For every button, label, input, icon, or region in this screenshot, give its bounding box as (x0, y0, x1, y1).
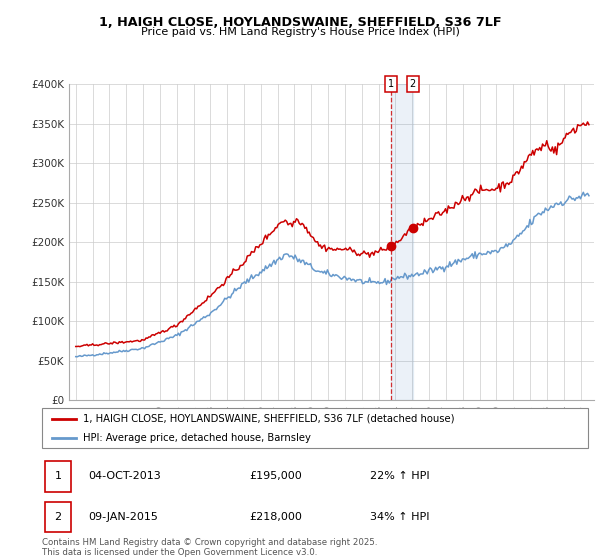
Text: Price paid vs. HM Land Registry's House Price Index (HPI): Price paid vs. HM Land Registry's House … (140, 27, 460, 37)
Text: 1, HAIGH CLOSE, HOYLANDSWAINE, SHEFFIELD, S36 7LF (detached house): 1, HAIGH CLOSE, HOYLANDSWAINE, SHEFFIELD… (83, 414, 454, 424)
Text: 2: 2 (54, 512, 61, 522)
Text: 09-JAN-2015: 09-JAN-2015 (88, 512, 158, 522)
Text: 1, HAIGH CLOSE, HOYLANDSWAINE, SHEFFIELD, S36 7LF: 1, HAIGH CLOSE, HOYLANDSWAINE, SHEFFIELD… (98, 16, 502, 29)
Text: 22% ↑ HPI: 22% ↑ HPI (370, 472, 429, 482)
Text: 2: 2 (410, 79, 416, 89)
Text: £195,000: £195,000 (250, 472, 302, 482)
Text: 04-OCT-2013: 04-OCT-2013 (88, 472, 161, 482)
FancyBboxPatch shape (45, 502, 71, 533)
Bar (391, 84, 413, 400)
FancyBboxPatch shape (42, 408, 588, 448)
FancyBboxPatch shape (45, 461, 71, 492)
Text: 1: 1 (388, 79, 394, 89)
Text: HPI: Average price, detached house, Barnsley: HPI: Average price, detached house, Barn… (83, 433, 311, 443)
Text: 1: 1 (55, 472, 61, 482)
Text: 34% ↑ HPI: 34% ↑ HPI (370, 512, 429, 522)
Text: Contains HM Land Registry data © Crown copyright and database right 2025.
This d: Contains HM Land Registry data © Crown c… (42, 538, 377, 557)
Text: £218,000: £218,000 (250, 512, 302, 522)
